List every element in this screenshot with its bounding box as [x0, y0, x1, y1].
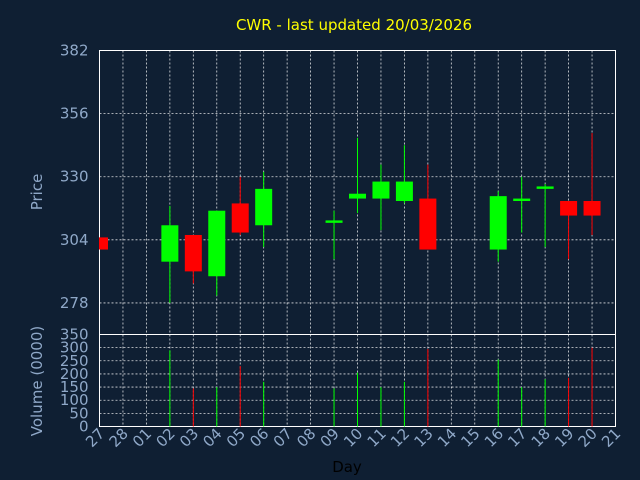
volume-axis-label: Volume (0000): [28, 326, 46, 436]
candle-body: [372, 181, 390, 199]
x-tick-label: 08: [293, 425, 319, 451]
candle-body: [184, 234, 202, 272]
x-tick-label: 14: [434, 425, 460, 451]
candle-16: [489, 191, 507, 262]
candle-12: [395, 145, 413, 204]
candle-body: [395, 181, 413, 201]
candle-06: [255, 171, 273, 248]
candle-10: [349, 137, 366, 214]
x-tick-label: 10: [340, 425, 366, 451]
candle-body: [513, 198, 531, 201]
x-tick-label: 13: [410, 425, 436, 451]
x-tick-label: 04: [199, 425, 225, 451]
volume-tick-label: 100: [60, 391, 89, 409]
candle-03: [184, 234, 202, 284]
x-tick-label: 21: [598, 425, 624, 451]
x-tick-label: 28: [106, 425, 132, 451]
volume-tick-label: 250: [60, 352, 89, 370]
candle-body: [419, 198, 437, 250]
x-tick-label: 05: [223, 425, 249, 451]
candle-19: [560, 200, 578, 260]
price-tick-label: 382: [60, 42, 89, 60]
volume-tick-label: 350: [60, 326, 89, 344]
x-tick-label: 17: [504, 425, 530, 451]
price-axis-label: Price: [28, 174, 46, 211]
x-tick-label: 02: [152, 425, 178, 451]
price-tick-label: 356: [60, 105, 89, 123]
x-axis-ticks: 2728010203040506070809101112131415161718…: [82, 425, 624, 451]
candle-18: [536, 184, 554, 248]
candle-body: [349, 193, 366, 199]
x-tick-label: 16: [481, 425, 507, 451]
candle-02: [161, 205, 179, 303]
x-tick-label: 01: [129, 425, 155, 451]
volume-tick-label: 200: [60, 365, 89, 383]
volume-bars: [169, 347, 593, 427]
candle-body: [99, 237, 108, 250]
volume-tick-label: 50: [69, 404, 88, 422]
x-tick-label: 07: [270, 425, 296, 451]
price-axis-ticks: 278 304 330 356 382: [60, 42, 89, 312]
x-tick-label: 11: [364, 425, 390, 451]
x-tick-label: 06: [246, 425, 272, 451]
chart-title: CWR - last updated 20/03/2026: [236, 16, 472, 34]
candle-body: [325, 220, 343, 223]
candle-09: [325, 210, 343, 260]
volume-tick-label: 300: [60, 339, 89, 357]
x-tick-label: 19: [551, 425, 577, 451]
x-tick-label: 03: [176, 425, 202, 451]
candle-13: [419, 164, 437, 250]
x-tick-label: 15: [457, 425, 483, 451]
candle-body: [231, 203, 249, 233]
candle-27: [99, 237, 108, 250]
x-tick-label: 12: [387, 425, 413, 451]
candle-body: [255, 188, 273, 226]
x-tick-label: 18: [528, 425, 554, 451]
price-tick-label: 330: [60, 168, 89, 186]
volume-tick-label: 150: [60, 378, 89, 396]
candles: [99, 133, 601, 303]
volume-tick-label: 0: [79, 418, 89, 436]
candle-body: [536, 186, 554, 189]
candle-body: [489, 196, 507, 250]
x-axis-label: Day: [332, 458, 362, 476]
candle-17: [513, 176, 531, 233]
candle-04: [208, 210, 226, 296]
candle-body: [161, 225, 179, 262]
x-tick-label: 09: [317, 425, 343, 451]
candle-20: [583, 133, 601, 235]
candle-body: [560, 200, 578, 216]
candle-05: [231, 176, 249, 235]
candle-11: [372, 164, 390, 231]
price-tick-label: 304: [60, 231, 89, 249]
x-tick-label: 20: [575, 425, 601, 451]
candle-body: [208, 210, 226, 277]
price-tick-label: 278: [60, 294, 89, 312]
candle-body: [583, 200, 601, 216]
